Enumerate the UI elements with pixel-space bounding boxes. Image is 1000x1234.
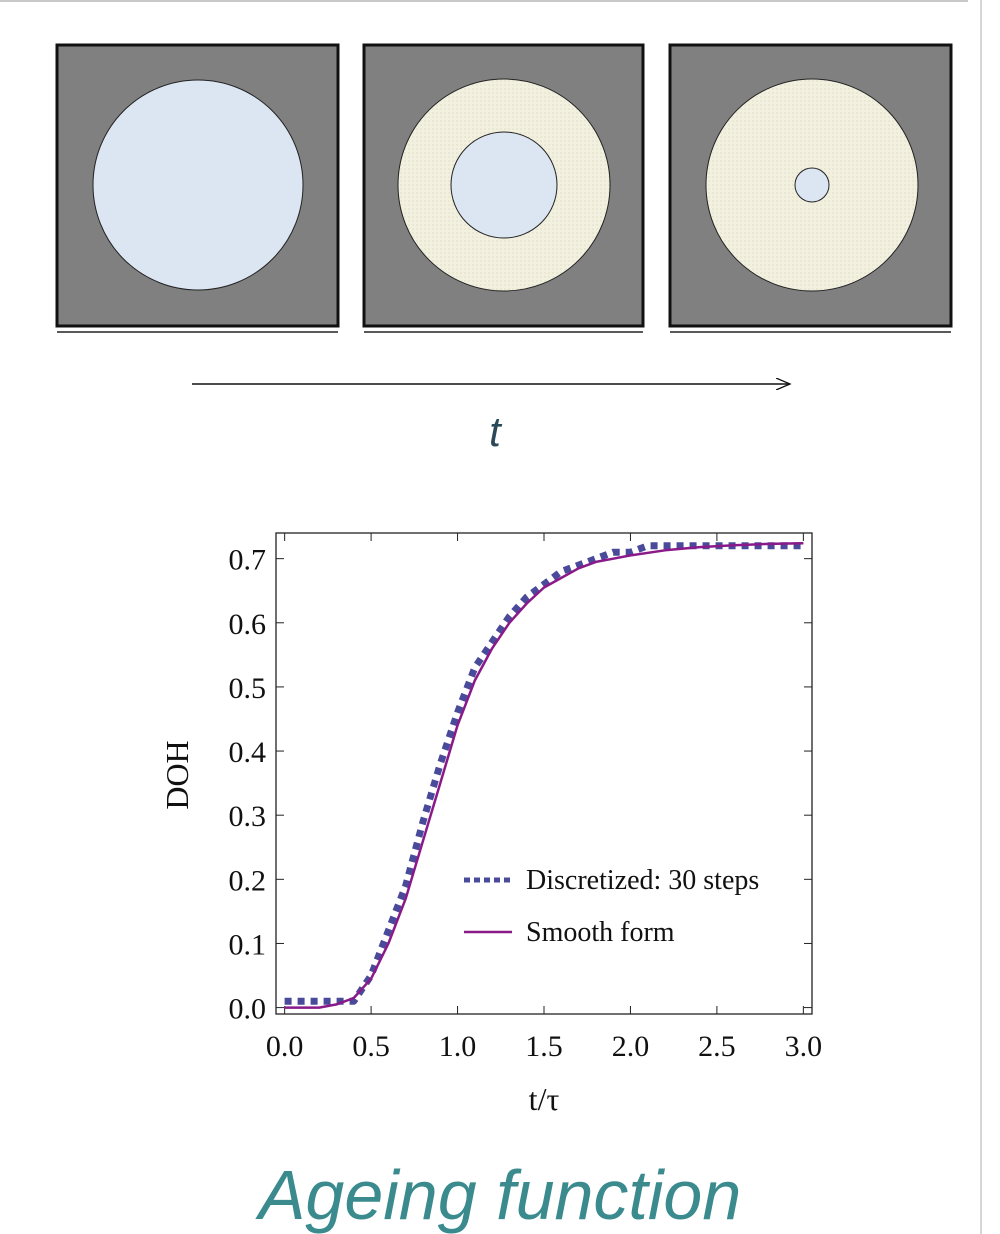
y-tick-label: 0.3 [229, 800, 267, 833]
y-tick-label: 0.4 [229, 736, 267, 769]
hydration-diagram: t [55, 43, 953, 455]
y-tick-label: 0.5 [229, 672, 267, 705]
right-scroll-edge [980, 0, 982, 1234]
series-smooth-line [284, 542, 804, 1009]
x-tick-label: 3.0 [785, 1030, 823, 1063]
x-tick-label: 2.5 [698, 1030, 736, 1063]
y-tick-label: 0.6 [229, 608, 267, 641]
y-tick-label: 0.1 [229, 928, 267, 961]
legend-label-discretized: Discretized: 30 steps [526, 865, 759, 896]
plot-frame [275, 532, 813, 1015]
plot-series [284, 542, 804, 1009]
stage-2-panel [362, 43, 645, 333]
y-tick-label: 0.7 [229, 544, 267, 577]
x-tick-label: 0.5 [352, 1030, 390, 1063]
stage-3-unhydrated-core [794, 167, 830, 203]
top-rule [0, 0, 968, 2]
y-axis-label: DOH [159, 740, 195, 809]
stage-3-panel [668, 43, 953, 333]
legend-label-smooth: Smooth form [526, 917, 675, 948]
x-axis: 0.0 0.5 1.0 1.5 2.0 2.5 3.0 [266, 533, 822, 1063]
x-tick-label: 1.0 [439, 1030, 477, 1063]
legend: Discretized: 30 steps Smooth form [464, 865, 759, 948]
x-tick-label: 0.0 [266, 1030, 304, 1063]
x-tick-label: 2.0 [612, 1030, 650, 1063]
caption-title: Ageing function [258, 1156, 742, 1234]
time-label: t [489, 408, 503, 455]
y-tick-label: 0.0 [229, 993, 267, 1026]
x-tick-label: 1.5 [525, 1030, 563, 1063]
x-axis-label: t/τ [529, 1081, 560, 1117]
y-tick-label: 0.2 [229, 864, 267, 897]
stage-1-panel [55, 43, 340, 333]
stage-1-unhydrated-core [92, 79, 304, 291]
stage-2-unhydrated-core [450, 131, 558, 239]
doh-chart: 0.0 0.5 1.0 1.5 2.0 2.5 3.0 0.0 0.1 0.2 0.3 0.4 0.5… [159, 532, 822, 1117]
y-axis: 0.0 0.1 0.2 0.3 0.4 0.5 0.6 0.7 [229, 544, 812, 1026]
